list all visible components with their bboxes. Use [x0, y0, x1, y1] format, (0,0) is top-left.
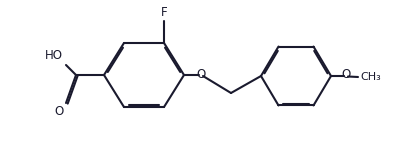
Text: F: F [161, 6, 167, 19]
Text: O: O [55, 105, 64, 118]
Text: HO: HO [45, 49, 63, 62]
Text: CH₃: CH₃ [360, 72, 381, 82]
Text: O: O [196, 68, 206, 81]
Text: O: O [341, 69, 351, 81]
